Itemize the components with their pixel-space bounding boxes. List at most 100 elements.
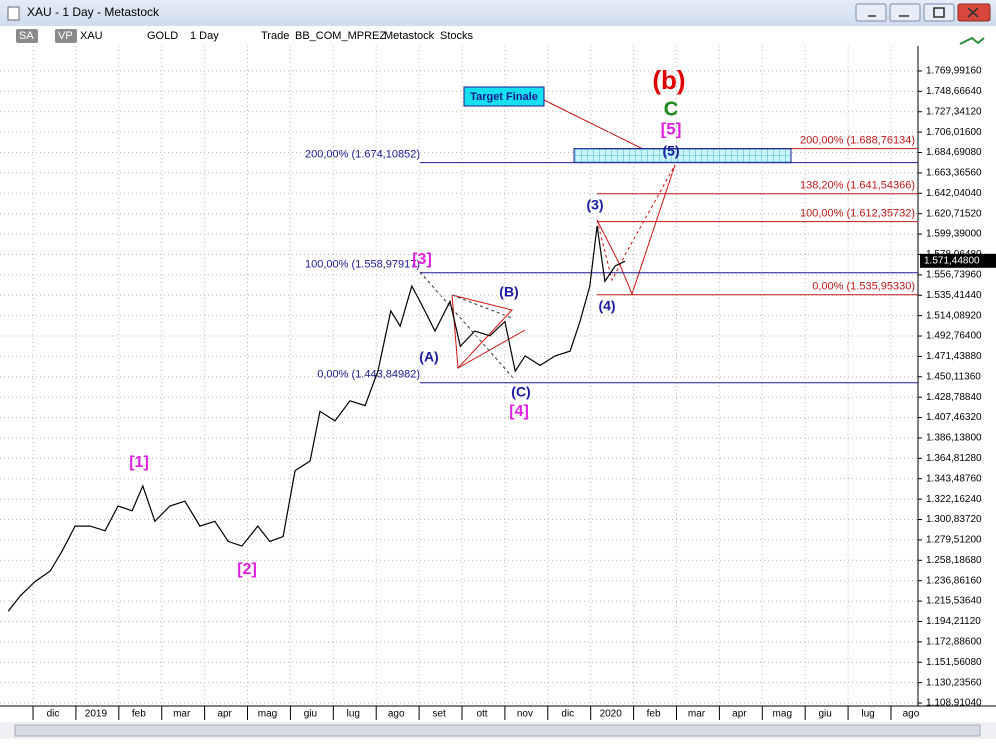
y-tick-label: 1.172,88600 [926, 636, 982, 647]
window-title: XAU - 1 Day - Metastock [27, 5, 160, 19]
minimize-button[interactable] [889, 3, 921, 22]
x-tick-label: mar [173, 709, 191, 720]
y-tick-label: 1.236,86160 [926, 575, 982, 586]
y-tick-label: 1.428,78840 [926, 392, 982, 403]
y-tick-label: 1.492,76400 [926, 331, 982, 342]
x-tick-label: set [432, 709, 446, 720]
drawings [419, 99, 676, 381]
x-tick-label: ago [388, 709, 405, 720]
fib-label: 100,00% (1.558,97917) [305, 259, 420, 271]
fib-label: 200,00% (1.674,10852) [305, 149, 420, 161]
tool-icon[interactable] [959, 36, 985, 45]
y-tick-label: 1.258,18680 [926, 555, 982, 566]
y-tick-label: 1.322,16240 [926, 494, 982, 505]
fib-label: 100,00% (1.612,35732) [800, 208, 915, 220]
wave-label: [3] [412, 251, 432, 268]
x-tick-label: apr [217, 709, 232, 720]
wave-label: [4] [509, 403, 529, 420]
toolbar-item: Stocks [440, 30, 474, 42]
target-zone [573, 148, 792, 164]
toolbar-item: Trade [261, 30, 289, 42]
wave-label: (C) [511, 384, 530, 400]
target-label: Target Finale [470, 91, 538, 103]
price-line [7, 225, 626, 612]
wave-label: [5] [661, 119, 682, 138]
y-tick-label: 1.556,73960 [926, 269, 982, 280]
y-tick-label: 1.642,04040 [926, 188, 982, 199]
x-tick-label: lug [347, 709, 360, 720]
x-tick-label: nov [517, 709, 533, 720]
y-tick-label: 1.215,53640 [926, 596, 982, 607]
y-tick-label: 1.279,51200 [926, 535, 982, 546]
y-tick-label: 1.130,23560 [926, 677, 982, 688]
y-tick-label: 1.407,46320 [926, 412, 982, 423]
toolbar-button[interactable] [55, 29, 77, 43]
x-tick-label: 2020 [600, 709, 623, 720]
y-tick-label: 1.769,99160 [926, 66, 982, 77]
x-tick-label: 2019 [85, 709, 108, 720]
window-buttons[interactable] [855, 3, 991, 22]
x-tick-label: dic [47, 709, 60, 720]
x-tick-label: feb [647, 709, 661, 720]
y-tick-label: 1.471,43880 [926, 351, 982, 362]
toolbar-item: VP [58, 30, 73, 42]
y-tick-label: 1.343,48760 [926, 473, 982, 484]
last-price-label: 1.571,44800 [924, 255, 980, 266]
y-tick-label: 1.727,34120 [926, 106, 982, 117]
wave-label: C [664, 98, 678, 120]
y-tick-label: 1.663,36560 [926, 168, 982, 179]
scroll-thumb[interactable] [14, 724, 981, 737]
x-tick-label: giu [819, 709, 832, 720]
x-tick-label: dic [561, 709, 574, 720]
restore-button[interactable] [855, 3, 887, 22]
fib-label: 0,00% (1.443,84982) [317, 369, 420, 381]
toolbar-item: 1 Day [190, 30, 219, 42]
y-tick-label: 1.535,41440 [926, 290, 982, 301]
wave-label: (B) [499, 284, 518, 300]
toolbar-item: Metastock [384, 30, 435, 42]
fib-label: 0,00% (1.535,95330) [812, 281, 915, 293]
x-tick-label: mar [688, 709, 706, 720]
y-tick-label: 1.599,39000 [926, 229, 982, 240]
x-tick-label: ago [903, 709, 920, 720]
app-icon [7, 6, 20, 21]
y-tick-label: 1.450,11360 [926, 371, 981, 382]
wave-label: [1] [129, 454, 149, 471]
y-tick-label: 1.300,83720 [926, 514, 982, 525]
x-tick-label: mag [258, 709, 277, 720]
toolbar-button[interactable] [16, 29, 38, 43]
toolbar-item: GOLD [147, 30, 178, 42]
y-tick-label: 1.151,56080 [926, 657, 982, 668]
y-tick-label: 1.514,08920 [926, 310, 982, 321]
last-price-box [920, 253, 996, 268]
maximize-button[interactable] [923, 3, 955, 22]
x-tick-label: ott [476, 709, 487, 720]
y-tick-label: 1.684,69080 [926, 147, 982, 158]
x-tick-label: feb [132, 709, 146, 720]
x-tick-label: apr [732, 709, 747, 720]
wave-label: (b) [652, 65, 685, 95]
wave-label: (A) [419, 349, 438, 365]
fib-label: 138,20% (1.641,54366) [800, 180, 915, 192]
toolbar-item: SA [19, 30, 34, 42]
fib-label: 200,00% (1.688,76134) [800, 135, 915, 147]
toolbar-item: BB_COM_MPREZ [295, 30, 386, 42]
y-tick-label: 1.364,81280 [926, 453, 982, 464]
toolbar: SA VP XAU GOLD 1 Day Trade BB_COM_MPREZMetasto… [16, 29, 474, 43]
x-tick-label: giu [304, 709, 317, 720]
y-tick-label: 1.386,13800 [926, 433, 982, 444]
wave-label: (5) [662, 143, 679, 159]
y-tick-label: 1.706,01600 [926, 127, 982, 138]
toolbar-item: XAU [80, 30, 103, 42]
y-tick-label: 1.748,66640 [926, 86, 982, 97]
y-tick-label: 1.194,21120 [926, 616, 981, 627]
target-box [463, 86, 545, 107]
wave-label: (3) [586, 197, 603, 213]
x-tick-label: mag [773, 709, 792, 720]
y-tick-label: 1.108,91040 [926, 698, 982, 709]
x-tick-label: lug [861, 709, 874, 720]
wave-label: [2] [237, 561, 257, 578]
title-bar [0, 0, 996, 26]
